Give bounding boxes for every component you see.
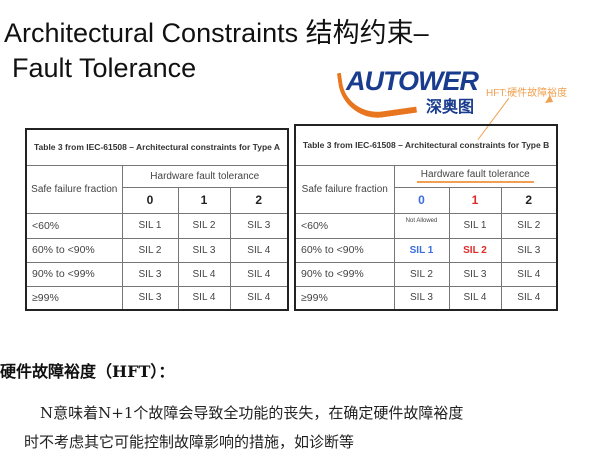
sil-cell: Not Allowed: [393, 212, 450, 239]
hft-column-0: 0: [393, 186, 450, 214]
table-caption: Table 3 from IEC-61508 – Architectural c…: [294, 124, 558, 166]
table-row: 60% to <90% SIL 1 SIL 2 SIL 3: [294, 237, 558, 263]
hft-column-2: 2: [500, 186, 558, 214]
sil-cell: SIL 4: [177, 261, 231, 287]
table-caption: Table 3 from IEC-61508 – Architectural c…: [25, 128, 289, 166]
table-type-b: Table 3 from IEC-61508 – Architectural c…: [294, 124, 559, 311]
table-row: 60% to <90% SIL 2 SIL 3 SIL 4: [25, 237, 289, 263]
sil-cell: SIL 4: [229, 237, 289, 263]
sil-cell: SIL 3: [229, 212, 289, 239]
sff-label: <60%: [25, 212, 123, 239]
sil-cell: SIL 4: [229, 261, 289, 287]
hft-annotation: HFT:硬件故障裕度: [486, 88, 568, 99]
sff-label: ≥99%: [25, 285, 123, 311]
logo-text: AUTOWER: [346, 66, 479, 96]
autower-logo: AUTOWER 深奥图: [336, 62, 480, 123]
table-row: 90% to <99% SIL 3 SIL 4 SIL 4: [25, 261, 289, 287]
sil-cell: SIL 2: [500, 212, 558, 239]
row-header: Safe failure fraction: [25, 164, 123, 214]
sil-cell: SIL 3: [177, 237, 231, 263]
slide-title-line1: Architectural Constraints 结构约束–: [4, 18, 429, 48]
sff-label: 90% to <99%: [294, 261, 395, 287]
slide-title-line2: Fault Tolerance: [12, 53, 197, 83]
sff-label: 90% to <99%: [25, 261, 123, 287]
table-row: ≥99% SIL 3 SIL 4 SIL 4: [294, 285, 558, 311]
sil-cell: SIL 2: [121, 237, 179, 263]
sff-label: ≥99%: [294, 285, 395, 311]
table-row: <60% SIL 1 SIL 2 SIL 3: [25, 212, 289, 239]
sil-cell: SIL 1: [448, 212, 502, 239]
table-row: ≥99% SIL 3 SIL 4 SIL 4: [25, 285, 289, 311]
col-header: Hardware fault tolerance: [416, 169, 534, 183]
hft-column-2: 2: [229, 186, 289, 214]
sil-cell: SIL 3: [121, 285, 179, 311]
hft-description-line2: 时不考虑其它可能控制故障影响的措施，如诊断等: [24, 433, 355, 451]
hft-description-line1: N意味着N+1个故障会导致全功能的丧失，在确定硬件故障裕度: [40, 404, 464, 422]
sff-label: <60%: [294, 212, 395, 239]
hft-column-1: 1: [177, 186, 231, 214]
col-header: Hardware fault tolerance: [121, 164, 289, 188]
hft-heading: 硬件故障裕度（HFT）：: [0, 362, 175, 381]
sff-label: 60% to <90%: [25, 237, 123, 263]
table-row: 90% to <99% SIL 2 SIL 3 SIL 4: [294, 261, 558, 287]
sil-cell: SIL 4: [448, 285, 502, 311]
sil-cell: SIL 3: [448, 261, 502, 287]
sil-cell: SIL 4: [229, 285, 289, 311]
sil-cell: SIL 2: [177, 212, 231, 239]
table-type-a: Table 3 from IEC-61508 – Architectural c…: [25, 128, 290, 311]
sil-cell: SIL 2: [393, 261, 450, 287]
sil-cell: SIL 4: [500, 261, 558, 287]
hft-column-0: 0: [121, 186, 179, 214]
sil-cell: SIL 3: [393, 285, 450, 311]
sil-cell: SIL 3: [121, 261, 179, 287]
hft-column-1: 1: [448, 186, 502, 214]
row-header: Safe failure fraction: [294, 164, 395, 214]
sff-label: 60% to <90%: [294, 237, 395, 263]
sil-cell: SIL 4: [500, 285, 558, 311]
logo-cn-text: 深奥图: [426, 99, 475, 116]
sil-cell: SIL 4: [177, 285, 231, 311]
table-row: <60% Not Allowed SIL 1 SIL 2: [294, 212, 558, 239]
sil-cell: SIL 3: [500, 237, 558, 263]
sil-cell: SIL 2: [448, 237, 502, 263]
sil-cell: SIL 1: [393, 237, 450, 263]
sil-cell: SIL 1: [121, 212, 179, 239]
